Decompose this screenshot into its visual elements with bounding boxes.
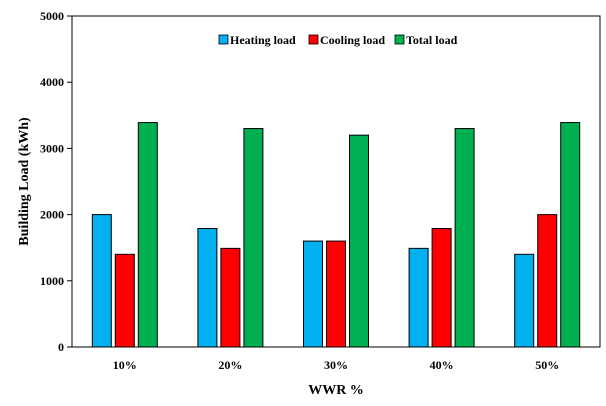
plot-area: 0 1000 2000 3000 4000 5000 10% 20% 30% 40% 50% [40,9,601,372]
bar-heating-load [303,240,323,348]
legend-swatch [394,34,405,45]
x-tick-label: 10% [113,358,137,372]
y-tick-label: 2000 [40,208,64,222]
x-tick-label: 30% [324,358,348,372]
x-tick-label: 40% [430,358,454,372]
x-tick-label: 20% [218,358,242,372]
bar-total-load [560,122,581,348]
bar-heating-load [91,214,112,348]
legend-swatch [308,34,319,45]
legend-label: Total load [406,33,458,47]
bar-total-load [349,134,369,348]
bar-heating-load [408,247,429,348]
legend: Heating load Cooling load Total load [218,33,458,47]
x-axis-title: WWR % [308,383,364,398]
bar-cooling-load [220,247,241,348]
legend-label: Heating load [230,33,296,47]
bar-heating-load [197,228,218,348]
y-tick-label: 5000 [40,9,64,23]
bar-cooling-load [537,214,558,348]
legend-swatch [218,34,229,45]
y-tick-label: 0 [58,340,64,354]
y-axis-title: Building Load (kWh) [17,117,32,246]
x-tick-label: 50% [535,358,559,372]
y-tick-label: 3000 [40,141,64,155]
bar-cooling-load [326,240,346,348]
bar-total-load [137,122,158,348]
y-tick-label: 1000 [40,274,64,288]
bar-total-load [243,128,264,348]
y-tick-label: 4000 [40,75,64,89]
bar-cooling-load [114,253,135,348]
bar-cooling-load [431,228,452,348]
bar-heating-load [514,253,535,348]
legend-label: Cooling load [320,33,385,47]
bar-total-load [454,128,475,348]
